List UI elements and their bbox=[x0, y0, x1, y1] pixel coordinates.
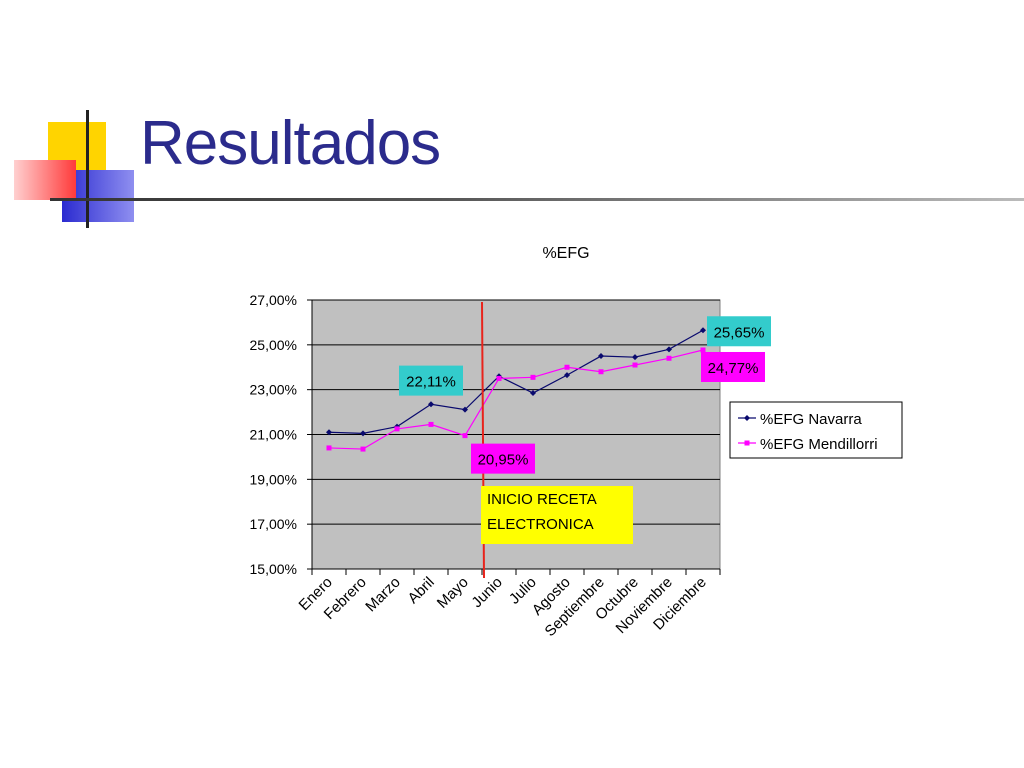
data-label-box bbox=[701, 351, 765, 382]
y-tick-label: 17,00% bbox=[250, 516, 297, 532]
series-line bbox=[328, 329, 704, 434]
data-label-box bbox=[707, 316, 771, 347]
data-label-box bbox=[399, 365, 463, 396]
y-tick-label: 19,00% bbox=[250, 471, 297, 487]
deco-vertical-line bbox=[86, 110, 89, 228]
legend-label: %EFG Navarra bbox=[760, 411, 862, 428]
data-point bbox=[462, 406, 468, 413]
legend-label: %EFG Mendillorri bbox=[760, 436, 878, 453]
data-point bbox=[564, 364, 570, 370]
data-point bbox=[326, 445, 332, 451]
data-point bbox=[496, 375, 502, 381]
x-tick-label: Marzo bbox=[362, 574, 403, 615]
chart-title: %EFG bbox=[542, 245, 589, 262]
data-label: 22,11% bbox=[406, 374, 456, 391]
data-point bbox=[632, 362, 638, 368]
data-point bbox=[700, 347, 706, 353]
deco-horizontal-line bbox=[50, 198, 1024, 201]
y-tick-label: 25,00% bbox=[250, 337, 297, 353]
data-point bbox=[632, 354, 638, 361]
y-tick-label: 23,00% bbox=[250, 382, 297, 398]
data-point bbox=[666, 346, 672, 353]
data-point bbox=[700, 327, 706, 334]
data-point bbox=[462, 433, 468, 439]
y-tick-label: 27,00% bbox=[250, 292, 297, 308]
data-point bbox=[598, 369, 604, 375]
data-point bbox=[394, 426, 400, 432]
data-point bbox=[666, 355, 672, 361]
data-label: 20,95% bbox=[478, 452, 529, 469]
data-label: 24,77% bbox=[708, 360, 759, 377]
data-point bbox=[564, 372, 570, 379]
legend-marker bbox=[744, 415, 750, 421]
legend-box bbox=[729, 401, 903, 459]
data-point bbox=[428, 401, 434, 408]
legend-marker bbox=[744, 440, 750, 446]
annotation-box bbox=[481, 486, 633, 544]
data-point bbox=[360, 446, 366, 452]
data-point bbox=[326, 429, 332, 436]
y-tick-label: 15,00% bbox=[250, 561, 297, 577]
data-point bbox=[428, 421, 434, 427]
x-tick-label: Mayo bbox=[434, 574, 472, 612]
data-point bbox=[360, 430, 366, 437]
data-point bbox=[530, 374, 536, 380]
annotation-text: INICIO RECETA bbox=[487, 491, 597, 508]
y-tick-label: 21,00% bbox=[250, 427, 297, 443]
data-point bbox=[598, 353, 604, 360]
deco-red-square bbox=[14, 160, 76, 200]
x-tick-label: Abril bbox=[405, 574, 438, 607]
data-label-box bbox=[471, 443, 535, 474]
data-label: 25,65% bbox=[714, 324, 765, 341]
slide-title: Resultados bbox=[140, 109, 441, 178]
series-line bbox=[328, 349, 704, 450]
annotation-text: ELECTRONICA bbox=[487, 516, 594, 533]
data-point bbox=[530, 390, 536, 397]
x-tick-label: Junio bbox=[468, 574, 505, 611]
